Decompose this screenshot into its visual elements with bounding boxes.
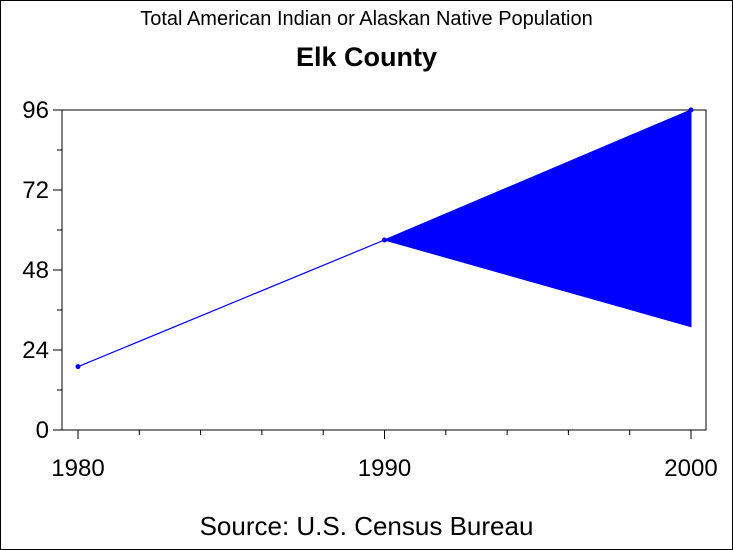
data-point <box>382 237 387 243</box>
source-note: Source: U.S. Census Bureau <box>199 511 534 541</box>
chart-subtitle: Elk County <box>295 42 437 72</box>
y-tick-label: 48 <box>22 257 49 284</box>
data-point <box>75 364 81 370</box>
y-tick-label: 96 <box>22 97 49 124</box>
y-tick-label: 24 <box>22 337 49 364</box>
data-point <box>688 107 694 113</box>
chart-title: Total American Indian or Alaskan Native … <box>140 8 593 30</box>
y-tick-label: 0 <box>36 417 49 444</box>
x-tick-label: 2000 <box>664 455 717 482</box>
chart-marks <box>75 107 694 370</box>
shaded-range-area <box>382 109 692 328</box>
y-tick-label: 72 <box>22 177 49 204</box>
y-axis: 0 24 48 72 96 <box>22 97 62 444</box>
x-tick-label: 1980 <box>51 455 104 482</box>
x-tick-label: 1990 <box>358 455 411 482</box>
x-axis: 1980 1990 2000 <box>51 430 718 482</box>
